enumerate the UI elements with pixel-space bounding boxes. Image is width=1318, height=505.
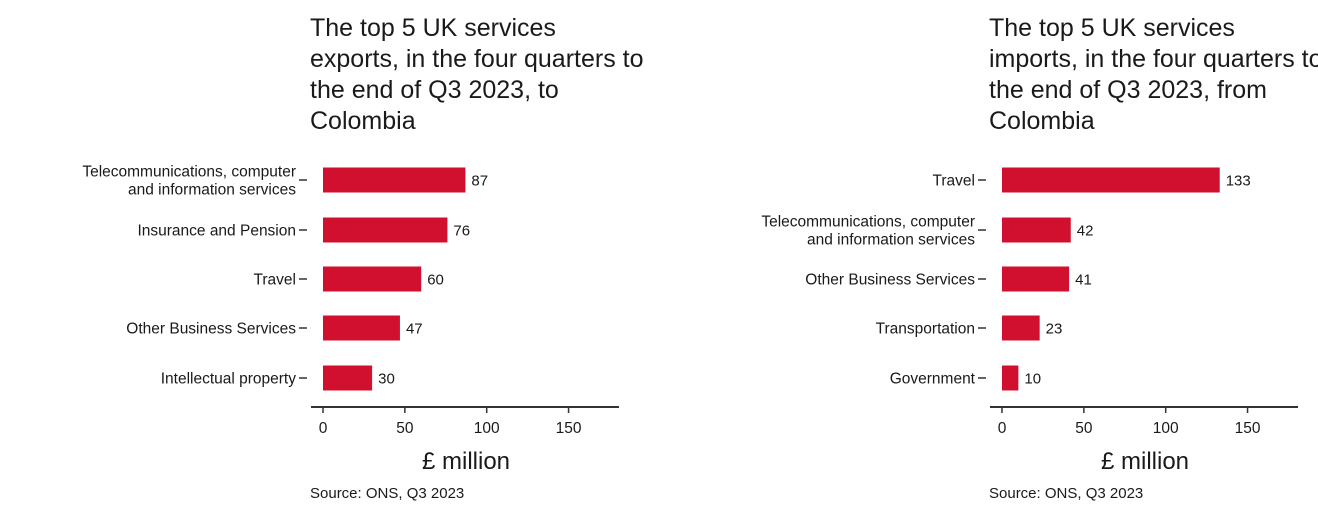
imports-bar <box>1002 217 1071 243</box>
imports-bar <box>1002 167 1220 193</box>
exports-bar <box>323 365 373 391</box>
exports-chart-panel: The top 5 UK services exports, in the fo… <box>82 14 644 502</box>
imports-bar <box>1002 315 1040 341</box>
imports-x-axis-title: £ million <box>1101 448 1189 475</box>
imports-x-tick-label: 0 <box>998 420 1007 437</box>
exports-bar-chart: 87 Telecommunications, computer and inform… <box>82 164 619 475</box>
exports-category-label: Telecommunications, computer and informat… <box>82 164 296 199</box>
exports-chart-title: The top 5 UK services exports, in the fo… <box>310 14 644 135</box>
imports-data-label: 42 <box>1077 223 1094 240</box>
imports-bar-chart: 133 Travel 42 Telecommunications, computer a… <box>761 167 1298 475</box>
imports-x-tick-label: 100 <box>1153 420 1179 437</box>
exports-data-label: 87 <box>471 173 488 190</box>
exports-category-label: Other Business Services <box>126 321 296 338</box>
imports-x-tick-label: 150 <box>1235 420 1261 437</box>
imports-category-label: Other Business Services <box>805 272 975 289</box>
exports-bar <box>323 167 466 193</box>
exports-x-tick-label: 150 <box>556 420 582 437</box>
imports-chart-panel: The top 5 UK services imports, in the fo… <box>659 0 1318 505</box>
imports-data-label: 23 <box>1046 321 1063 338</box>
exports-data-label: 76 <box>453 223 470 240</box>
exports-bar <box>323 266 422 292</box>
exports-data-label: 47 <box>406 321 423 338</box>
exports-data-label: 60 <box>427 272 444 289</box>
exports-category-label: Intellectual property <box>161 371 297 388</box>
exports-x-tick-label: 100 <box>474 420 500 437</box>
exports-source-note: Source: ONS, Q3 2023 <box>310 485 465 502</box>
imports-data-label: 41 <box>1075 272 1092 289</box>
exports-bar <box>323 315 400 341</box>
imports-bar <box>1002 365 1019 391</box>
exports-bar <box>323 217 448 243</box>
exports-x-axis-title: £ million <box>422 448 510 475</box>
exports-category-label: Travel <box>254 272 297 289</box>
exports-x-tick-label: 50 <box>396 420 414 437</box>
imports-bar <box>1002 266 1070 292</box>
exports-data-label: 30 <box>378 371 395 388</box>
imports-x-tick-label: 50 <box>1075 420 1093 437</box>
imports-chart-title: The top 5 UK services imports, in the fo… <box>989 14 1318 135</box>
imports-category-label: Telecommunications, computer and informat… <box>761 214 975 249</box>
exports-category-label: Insurance and Pension <box>137 223 296 240</box>
exports-x-tick-label: 0 <box>319 420 328 437</box>
imports-category-label: Travel <box>933 173 976 190</box>
imports-source-note: Source: ONS, Q3 2023 <box>989 485 1144 502</box>
imports-category-label: Transportation <box>876 321 975 338</box>
imports-data-label: 133 <box>1226 173 1251 190</box>
imports-category-label: Government <box>890 371 976 388</box>
imports-data-label: 10 <box>1024 371 1041 388</box>
